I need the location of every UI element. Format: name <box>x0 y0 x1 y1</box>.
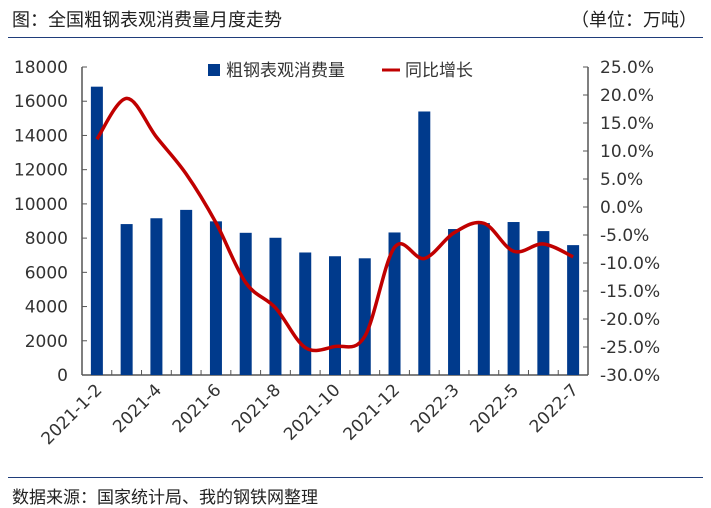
right-tick-label: -10.0% <box>600 254 660 274</box>
bar-2022-7 <box>567 245 580 375</box>
left-tick-label: 2000 <box>25 332 68 352</box>
right-tick-label: 5.0% <box>600 170 643 190</box>
legend-line-label: 同比增长 <box>405 61 473 81</box>
right-tick-label: -5.0% <box>600 226 649 246</box>
left-tick-label: 0 <box>57 366 68 386</box>
left-tick-label: 8000 <box>25 229 68 249</box>
x-tick-label: 2021-8 <box>228 380 285 437</box>
bar-2021-11 <box>358 258 371 375</box>
left-tick-label: 4000 <box>25 298 68 318</box>
x-tick-label: 2022-7 <box>526 380 583 437</box>
bar-2022-6 <box>537 231 550 375</box>
legend: 粗钢表观消费量 同比增长 <box>208 61 473 81</box>
bar-2022-5 <box>507 222 520 375</box>
bar-2021-4 <box>150 218 163 375</box>
left-tick-label: 16000 <box>14 92 68 112</box>
footer-rule <box>8 477 703 478</box>
chart-svg: 0 2000 4000 6000 8000 10000 12000 14000 16000 180… <box>14 58 660 449</box>
right-tick-label: -25.0% <box>600 338 660 358</box>
bar-2022-4 <box>477 223 490 375</box>
bar-2021-10 <box>329 256 341 375</box>
chart-title: 图：全国粗钢表观消费量月度走势 <box>12 10 282 31</box>
bar-2021-5 <box>180 209 193 375</box>
left-tick-label: 14000 <box>14 126 68 146</box>
source-note: 数据来源：国家统计局、我的钢铁网整理 <box>12 488 318 508</box>
right-tick-label: 15.0% <box>600 114 654 134</box>
left-tick-label: 18000 <box>14 58 68 78</box>
bar-2021-9 <box>299 252 312 375</box>
x-tick-label: 2021-6 <box>169 380 226 437</box>
unit-label: （单位：万吨） <box>571 10 697 31</box>
yoy-growth-line <box>95 96 574 353</box>
left-tick-label: 10000 <box>14 195 68 215</box>
bar-2021-3 <box>120 224 133 375</box>
bar-2021-6 <box>209 221 222 375</box>
right-tick-label: -30.0% <box>600 366 660 386</box>
x-tick-label: 2021-1-2 <box>38 380 107 449</box>
right-tick-label: -20.0% <box>600 310 660 330</box>
bar-2021-12 <box>388 232 401 375</box>
right-tick-label: 0.0% <box>600 198 643 218</box>
bar-2022-1-2 <box>418 111 431 375</box>
x-tick-label: 2021-4 <box>109 380 166 437</box>
right-tick-label: 10.0% <box>600 142 654 162</box>
right-tick-label: -15.0% <box>600 282 660 302</box>
left-tick-label: 12000 <box>14 161 68 181</box>
bar-2021-1-2 <box>90 86 103 375</box>
x-tick-label: 2021-12 <box>340 380 404 444</box>
x-tick-label: 2022-5 <box>466 380 523 437</box>
right-tick-label: 20.0% <box>600 86 654 106</box>
header-rule <box>8 37 703 38</box>
x-tick-label: 2022-3 <box>407 380 464 437</box>
x-tick-label: 2021-10 <box>280 380 344 444</box>
legend-bar-swatch <box>208 64 220 76</box>
bar-2021-7 <box>239 232 252 375</box>
legend-bar-label: 粗钢表观消费量 <box>226 61 345 81</box>
right-tick-label: 25.0% <box>600 58 654 78</box>
bar-2022-3 <box>448 229 461 375</box>
left-tick-label: 6000 <box>25 263 68 283</box>
